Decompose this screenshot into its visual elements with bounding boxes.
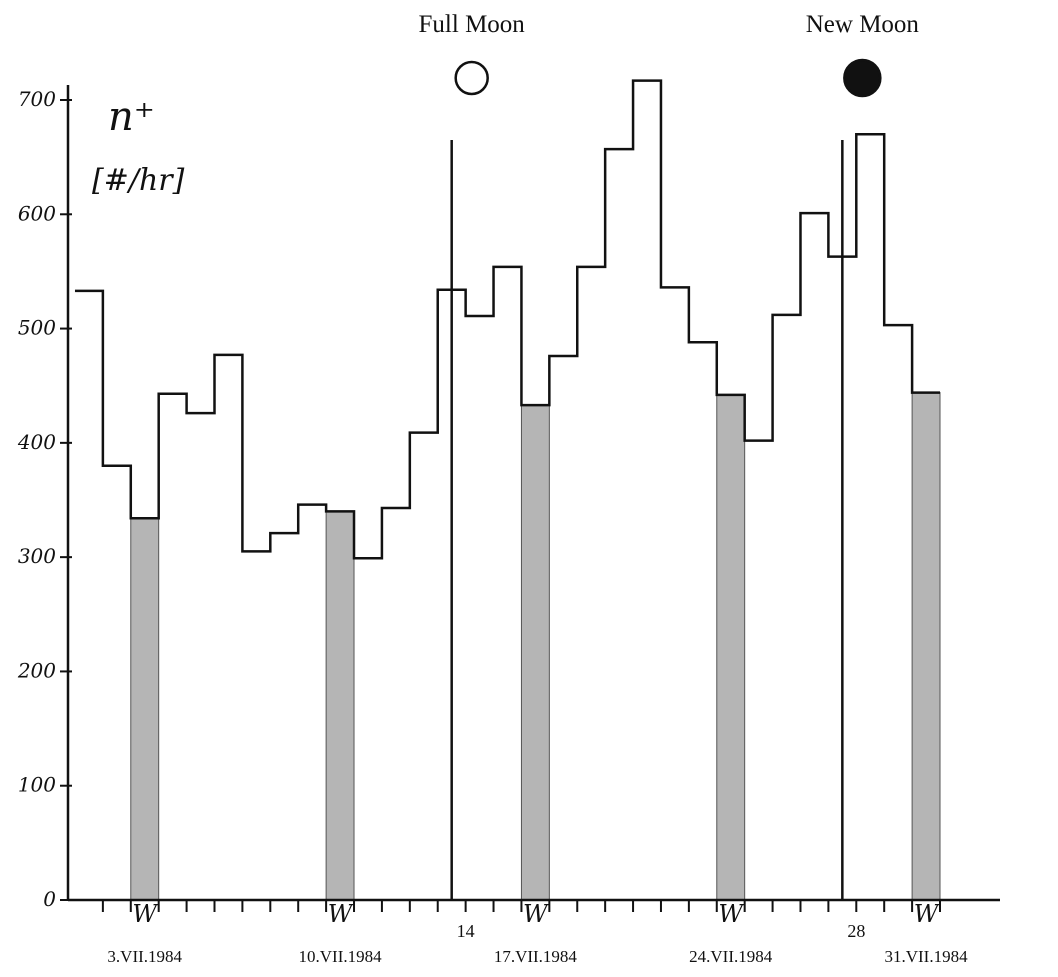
y-tick-label: 700 (18, 87, 56, 111)
highlight-bar (520, 404, 550, 901)
y-tick-label: 500 (18, 316, 56, 340)
highlight-label: W (718, 900, 745, 928)
event-label: Full Moon (419, 11, 526, 38)
y-unit: [#/hr] (92, 163, 185, 198)
x-tick-label: 17.VII.1984 (494, 947, 578, 966)
y-tick-label: 100 (18, 773, 56, 797)
y-tick-label: 600 (18, 201, 56, 225)
highlight-bar (130, 517, 160, 901)
y-tick-label: 0 (43, 887, 56, 911)
highlight-bar (911, 392, 941, 901)
highlight-label: W (328, 900, 355, 928)
x-tick-label: 24.VII.1984 (689, 947, 773, 966)
x-tick-label: 28 (847, 921, 865, 941)
event-symbol (454, 60, 489, 96)
y-tick-label: 300 (18, 544, 56, 568)
event-label: New Moon (806, 11, 920, 38)
y-tick-label: 400 (17, 430, 56, 454)
highlight-bar (325, 510, 355, 901)
step-line (74, 79, 941, 560)
x-tick-label: 31.VII.1984 (884, 947, 968, 966)
x-tick-label: 14 (457, 921, 475, 941)
event-symbol (843, 58, 882, 98)
y-tick-label: 200 (17, 658, 56, 682)
x-tick-label: 10.VII.1984 (299, 947, 383, 966)
highlight-bar (716, 394, 746, 901)
y-label: n⁺ (108, 94, 155, 140)
x-tick-label: 3.VII.1984 (107, 947, 182, 966)
highlight-label: W (132, 900, 159, 928)
highlight-label: W (914, 900, 941, 928)
highlight-label: W (523, 900, 550, 928)
